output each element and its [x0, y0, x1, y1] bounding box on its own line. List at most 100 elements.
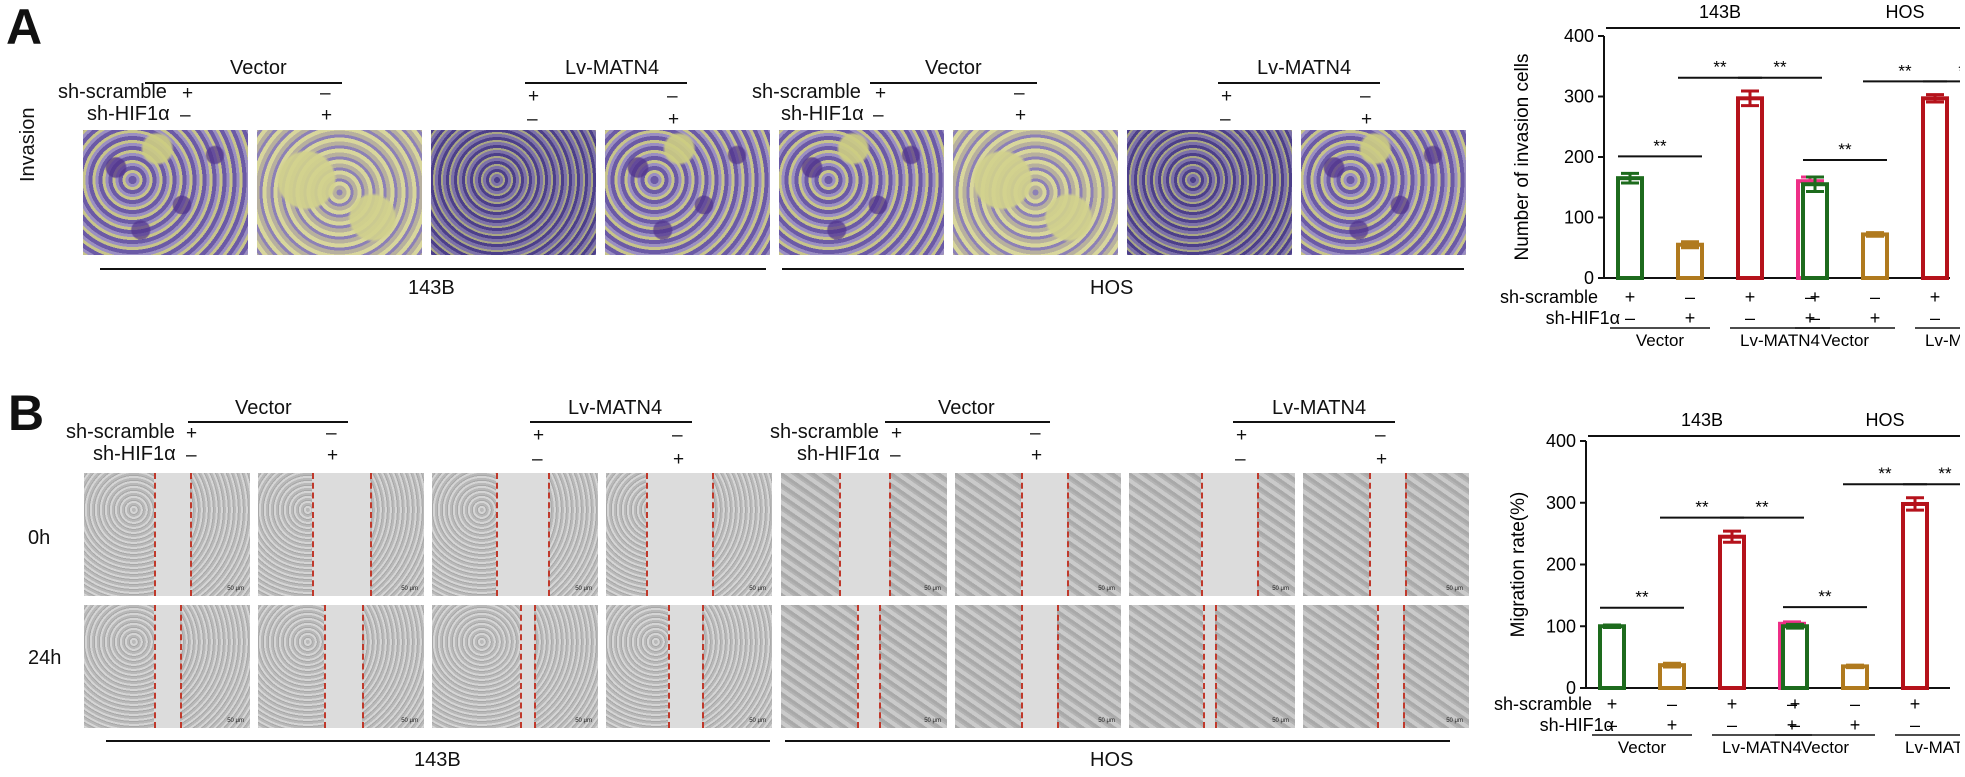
sh-scramble-label: sh-scramble: [1494, 694, 1592, 714]
time-label-24h: 24h: [28, 647, 62, 669]
header-line: [870, 82, 1037, 84]
plus-sign: +: [668, 109, 680, 130]
lv-matn4-label: Lv-MATN4: [1740, 331, 1820, 350]
migration-image-0h-5: 50 μm: [781, 473, 947, 596]
y-tick-label: 100: [1546, 616, 1576, 636]
migration-image-0h-1: 50 μm: [84, 473, 250, 596]
migration-image-0h-7: 50 μm: [1129, 473, 1295, 596]
header-line: [530, 421, 692, 423]
sh-hif-sign: +: [1850, 715, 1861, 735]
migration-image-0h-6: 50 μm: [955, 473, 1121, 596]
minus-sign: –: [527, 109, 538, 130]
y-tick-label: 400: [1564, 26, 1594, 46]
invasion-label: Invasion: [17, 107, 39, 183]
scale-bar-label: 50 μm: [924, 718, 941, 724]
sh-scramble-label: sh-scramble: [58, 81, 167, 103]
sh-scramble-sign: –: [1805, 287, 1815, 307]
significance-label: **: [1838, 140, 1852, 159]
plus-sign: +: [875, 83, 887, 104]
group-header-label: HOS: [1865, 410, 1904, 430]
sh-scramble-sign: –: [1685, 287, 1695, 307]
cell-label-hos: HOS: [1090, 749, 1134, 771]
lv-matn4-label: Lv-MATN4: [1272, 397, 1367, 419]
bar: [1781, 624, 1809, 690]
lv-matn4-label: Lv-MATN4: [1257, 57, 1352, 79]
significance-label: **: [1635, 588, 1649, 607]
migration-image-0h-3: 50 μm: [432, 473, 598, 596]
migration-image-24h-2: 50 μm: [258, 605, 424, 728]
plus-sign: +: [1376, 449, 1388, 470]
sh-scramble-sign: +: [1727, 694, 1738, 714]
migration-image-0h-4: 50 μm: [606, 473, 772, 596]
bar: [1901, 501, 1929, 690]
minus-sign: –: [1030, 423, 1041, 444]
minus-sign: –: [1220, 109, 1231, 130]
lv-matn4-label: Lv-MATN4: [1722, 738, 1802, 757]
vector-label: Vector: [925, 57, 982, 79]
sh-hif-sign: –: [1727, 715, 1737, 735]
sh-hif-sign: +: [1685, 308, 1696, 328]
migration-image-24h-7: 50 μm: [1129, 605, 1295, 728]
sh-hif-label: sh-HIF1α: [87, 103, 170, 125]
plus-sign: +: [891, 423, 903, 444]
minus-sign: –: [180, 105, 191, 126]
bar: [1841, 664, 1869, 691]
plus-sign: +: [673, 449, 685, 470]
vector-label: Vector: [1636, 331, 1685, 350]
sh-scramble-sign: +: [1810, 287, 1821, 307]
scale-bar-label: 50 μm: [749, 718, 766, 724]
bar: [1676, 242, 1704, 281]
time-label-0h: 0h: [28, 527, 51, 549]
y-tick-label: 300: [1564, 87, 1594, 107]
bar: [1598, 624, 1626, 690]
minus-sign: –: [186, 445, 197, 466]
sh-scramble-label: sh-scramble: [1500, 287, 1598, 307]
header-line: [1218, 82, 1380, 84]
scale-bar-label: 50 μm: [575, 718, 592, 724]
invasion-image-hos-vector-shhif: [953, 130, 1118, 255]
scale-bar-label: 50 μm: [1098, 586, 1115, 592]
migration-image-0h-2: 50 μm: [258, 473, 424, 596]
cell-label-hos: HOS: [1090, 277, 1134, 299]
sh-hif-label: sh-HIF1α: [781, 103, 864, 125]
migration-bar-chart: 0 100 200 300 400 Migration rate(%) 143B ** ** **…: [1494, 410, 1960, 757]
plus-sign: +: [1015, 105, 1027, 126]
header-line: [1233, 421, 1395, 423]
vector-label: Vector: [230, 57, 287, 79]
minus-sign: –: [667, 86, 678, 107]
vector-label: Vector: [1821, 331, 1870, 350]
bar: [1658, 663, 1686, 690]
plus-sign: +: [1221, 86, 1233, 107]
sh-scramble-sign: +: [1910, 694, 1921, 714]
scale-bar-label: 50 μm: [1272, 718, 1289, 724]
sh-scramble-label: sh-scramble: [770, 421, 879, 443]
cell-label-143b: 143B: [414, 749, 461, 771]
migration-image-24h-6: 50 μm: [955, 605, 1121, 728]
sh-hif-sign: +: [1870, 308, 1881, 328]
sh-scramble-sign: +: [1790, 694, 1801, 714]
sh-hif-sign: –: [1910, 715, 1920, 735]
migration-image-0h-8: 50 μm: [1303, 473, 1469, 596]
lv-matn4-label: Lv-MATN4: [1905, 738, 1960, 757]
sh-scramble-label: sh-scramble: [752, 81, 861, 103]
scale-bar-label: 50 μm: [1446, 718, 1463, 724]
plus-sign: +: [182, 83, 194, 104]
sh-scramble-sign: +: [1930, 287, 1941, 307]
sh-hif-sign: –: [1810, 308, 1820, 328]
header-line: [525, 82, 687, 84]
y-tick-label: 100: [1564, 208, 1594, 228]
scale-bar-label: 50 μm: [575, 586, 592, 592]
sh-hif-sign: +: [1805, 308, 1816, 328]
header-line: [885, 421, 1050, 423]
bar: [1921, 96, 1949, 280]
header-line: [145, 82, 342, 84]
sh-scramble-sign: –: [1850, 694, 1860, 714]
sh-scramble-sign: –: [1870, 287, 1880, 307]
invasion-image-143b-lv-scramble: [431, 130, 596, 255]
scale-bar-label: 50 μm: [1272, 586, 1289, 592]
y-tick-label: 200: [1564, 147, 1594, 167]
cell-line-143b: [106, 740, 770, 742]
scale-bar-label: 50 μm: [924, 586, 941, 592]
sh-hif-label: sh-HIF1α: [1540, 715, 1614, 735]
vector-label: Vector: [1801, 738, 1850, 757]
